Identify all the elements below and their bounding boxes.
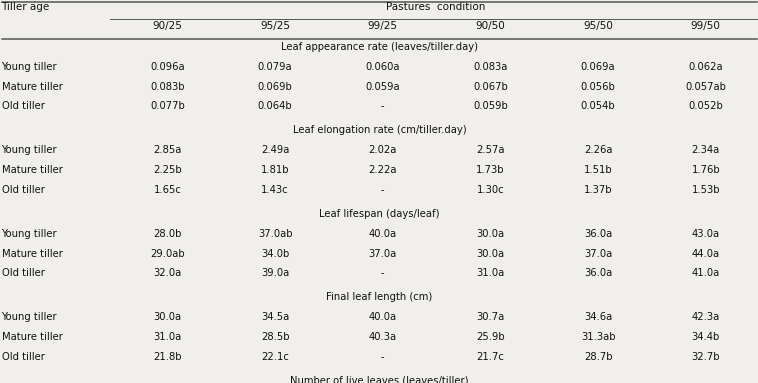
Text: 41.0a: 41.0a xyxy=(691,268,720,278)
Text: 0.064b: 0.064b xyxy=(258,101,293,111)
Text: 31.0a: 31.0a xyxy=(476,268,505,278)
Text: 99/25: 99/25 xyxy=(368,21,398,31)
Text: 36.0a: 36.0a xyxy=(584,229,612,239)
Text: 1.65c: 1.65c xyxy=(154,185,181,195)
Text: 34.6a: 34.6a xyxy=(584,312,612,322)
Text: Number of live leaves (leaves/tiller): Number of live leaves (leaves/tiller) xyxy=(290,376,468,383)
Text: 32.7b: 32.7b xyxy=(691,352,720,362)
Text: 44.0a: 44.0a xyxy=(691,249,720,259)
Text: Young tiller: Young tiller xyxy=(2,312,57,322)
Text: 34.0b: 34.0b xyxy=(261,249,290,259)
Text: 30.0a: 30.0a xyxy=(476,229,505,239)
Text: 2.02a: 2.02a xyxy=(368,145,397,155)
Text: 1.73b: 1.73b xyxy=(476,165,505,175)
Text: -: - xyxy=(381,268,384,278)
Text: Old tiller: Old tiller xyxy=(2,352,45,362)
Text: 2.85a: 2.85a xyxy=(153,145,182,155)
Text: Leaf appearance rate (leaves/tiller.day): Leaf appearance rate (leaves/tiller.day) xyxy=(281,42,478,52)
Text: 0.077b: 0.077b xyxy=(150,101,185,111)
Text: 37.0a: 37.0a xyxy=(584,249,612,259)
Text: 2.26a: 2.26a xyxy=(584,145,612,155)
Text: Mature tiller: Mature tiller xyxy=(2,249,62,259)
Text: 25.9b: 25.9b xyxy=(476,332,505,342)
Text: Pastures  condition: Pastures condition xyxy=(386,2,485,12)
Text: Mature tiller: Mature tiller xyxy=(2,332,62,342)
Text: Old tiller: Old tiller xyxy=(2,268,45,278)
Text: 37.0ab: 37.0ab xyxy=(258,229,293,239)
Text: 0.069b: 0.069b xyxy=(258,82,293,92)
Text: Young tiller: Young tiller xyxy=(2,62,57,72)
Text: 22.1c: 22.1c xyxy=(262,352,289,362)
Text: Mature tiller: Mature tiller xyxy=(2,82,62,92)
Text: 0.060a: 0.060a xyxy=(365,62,400,72)
Text: 30.0a: 30.0a xyxy=(153,312,182,322)
Text: 99/50: 99/50 xyxy=(691,21,721,31)
Text: 31.3ab: 31.3ab xyxy=(581,332,615,342)
Text: Tiller age: Tiller age xyxy=(2,2,50,12)
Text: 0.083b: 0.083b xyxy=(150,82,185,92)
Text: 21.8b: 21.8b xyxy=(153,352,182,362)
Text: 32.0a: 32.0a xyxy=(153,268,182,278)
Text: 21.7c: 21.7c xyxy=(477,352,504,362)
Text: 0.067b: 0.067b xyxy=(473,82,508,92)
Text: 28.5b: 28.5b xyxy=(261,332,290,342)
Text: 1.53b: 1.53b xyxy=(691,185,720,195)
Text: -: - xyxy=(381,101,384,111)
Text: 95/50: 95/50 xyxy=(583,21,613,31)
Text: 0.083a: 0.083a xyxy=(473,62,508,72)
Text: 0.059b: 0.059b xyxy=(473,101,508,111)
Text: 1.30c: 1.30c xyxy=(477,185,504,195)
Text: 90/50: 90/50 xyxy=(475,21,506,31)
Text: 2.34a: 2.34a xyxy=(691,145,720,155)
Text: Leaf lifespan (days/leaf): Leaf lifespan (days/leaf) xyxy=(319,209,440,219)
Text: 0.062a: 0.062a xyxy=(688,62,723,72)
Text: 0.079a: 0.079a xyxy=(258,62,293,72)
Text: 0.069a: 0.069a xyxy=(581,62,615,72)
Text: 40.3a: 40.3a xyxy=(368,332,397,342)
Text: 42.3a: 42.3a xyxy=(691,312,720,322)
Text: 28.0b: 28.0b xyxy=(153,229,182,239)
Text: Mature tiller: Mature tiller xyxy=(2,165,62,175)
Text: Final leaf length (cm): Final leaf length (cm) xyxy=(326,292,433,302)
Text: 0.052b: 0.052b xyxy=(688,101,723,111)
Text: 0.059a: 0.059a xyxy=(365,82,400,92)
Text: 2.49a: 2.49a xyxy=(261,145,290,155)
Text: 39.0a: 39.0a xyxy=(261,268,290,278)
Text: -: - xyxy=(381,185,384,195)
Text: 1.51b: 1.51b xyxy=(584,165,612,175)
Text: 31.0a: 31.0a xyxy=(153,332,182,342)
Text: 37.0a: 37.0a xyxy=(368,249,397,259)
Text: 2.22a: 2.22a xyxy=(368,165,397,175)
Text: 0.054b: 0.054b xyxy=(581,101,615,111)
Text: 1.81b: 1.81b xyxy=(261,165,290,175)
Text: 34.4b: 34.4b xyxy=(691,332,720,342)
Text: 0.096a: 0.096a xyxy=(150,62,185,72)
Text: 0.057ab: 0.057ab xyxy=(685,82,726,92)
Text: 29.0ab: 29.0ab xyxy=(150,249,185,259)
Text: Old tiller: Old tiller xyxy=(2,185,45,195)
Text: 30.0a: 30.0a xyxy=(476,249,505,259)
Text: 95/25: 95/25 xyxy=(260,21,290,31)
Text: Old tiller: Old tiller xyxy=(2,101,45,111)
Text: 43.0a: 43.0a xyxy=(691,229,720,239)
Text: 0.056b: 0.056b xyxy=(581,82,615,92)
Text: 40.0a: 40.0a xyxy=(368,312,397,322)
Text: 34.5a: 34.5a xyxy=(261,312,290,322)
Text: Young tiller: Young tiller xyxy=(2,145,57,155)
Text: 1.76b: 1.76b xyxy=(691,165,720,175)
Text: 1.37b: 1.37b xyxy=(584,185,612,195)
Text: 2.25b: 2.25b xyxy=(153,165,182,175)
Text: 28.7b: 28.7b xyxy=(584,352,612,362)
Text: Young tiller: Young tiller xyxy=(2,229,57,239)
Text: 30.7a: 30.7a xyxy=(476,312,505,322)
Text: 90/25: 90/25 xyxy=(152,21,183,31)
Text: Leaf elongation rate (cm/tiller.day): Leaf elongation rate (cm/tiller.day) xyxy=(293,125,466,135)
Text: 2.57a: 2.57a xyxy=(476,145,505,155)
Text: 40.0a: 40.0a xyxy=(368,229,397,239)
Text: -: - xyxy=(381,352,384,362)
Text: 1.43c: 1.43c xyxy=(262,185,289,195)
Text: 36.0a: 36.0a xyxy=(584,268,612,278)
